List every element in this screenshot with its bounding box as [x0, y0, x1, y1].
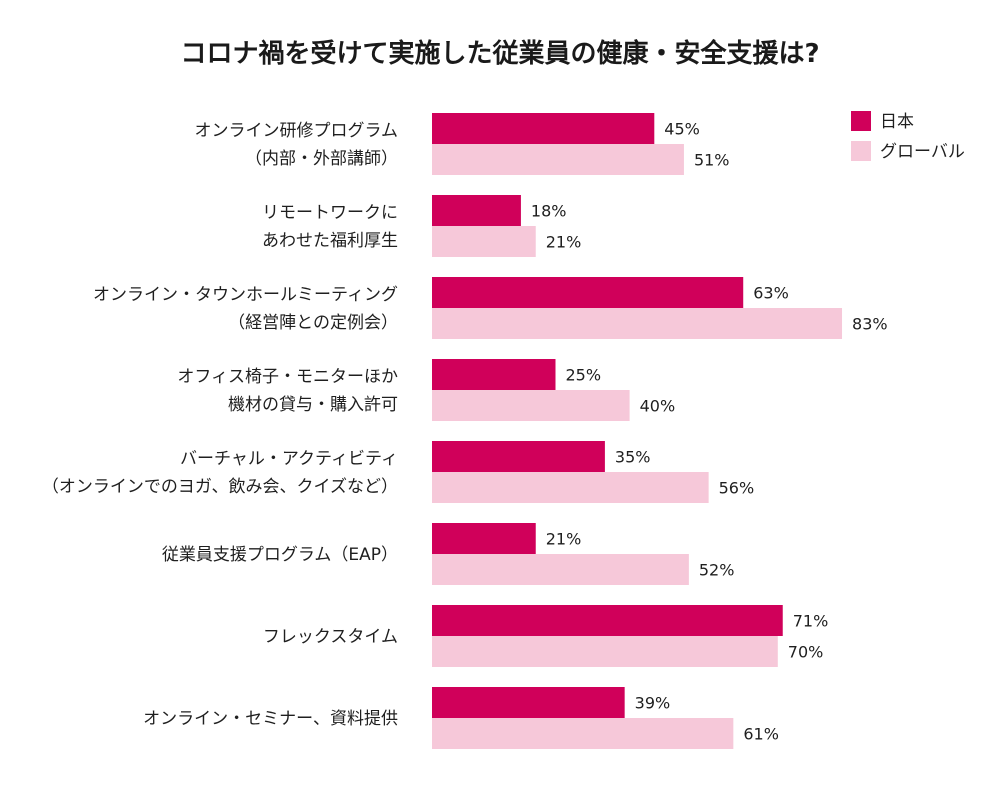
value-label: 18% [531, 202, 567, 221]
category-label: オフィス椅子・モニターほか機材の貸与・購入許可 [177, 367, 398, 415]
bar-global [432, 554, 689, 585]
value-label: 35% [615, 448, 651, 467]
category-label-line: （オンラインでのヨガ、飲み会、クイズなど） [42, 477, 398, 497]
bar-japan [432, 441, 605, 472]
bar-japan [432, 605, 783, 636]
value-labels: 45% 51% 18% 21% 63% 83% 25% 40% 35% 56% 21% 52% 71% 7… [531, 120, 888, 744]
value-label: 71% [793, 612, 829, 631]
category-label: オンライン・セミナー、資料提供 [143, 709, 398, 729]
value-label: 40% [640, 397, 676, 416]
category-label-line: （内部・外部講師） [245, 149, 398, 169]
bar-global [432, 390, 630, 421]
bar-global [432, 144, 684, 175]
value-label: 56% [719, 479, 755, 498]
legend-swatch [851, 111, 871, 131]
category-label-line: リモートワークに [262, 203, 398, 223]
chart-title: コロナ禍を受けて実施した従業員の健康・安全支援は? [180, 38, 819, 69]
bar-global [432, 226, 536, 257]
bar-japan [432, 195, 521, 226]
value-label: 63% [753, 284, 789, 303]
category-label-line: 機材の貸与・購入許可 [228, 395, 398, 415]
category-label: オンライン・タウンホールミーティング （経営陣との定例会） [93, 285, 398, 333]
bar-japan [432, 687, 625, 718]
category-label-line: 従業員支援プログラム（EAP） [162, 545, 398, 565]
category-label-line: オフィス椅子・モニターほか [177, 367, 398, 387]
value-label: 83% [852, 315, 888, 334]
value-label: 61% [743, 725, 779, 744]
category-label-line: フレックスタイム [263, 627, 398, 647]
value-label: 25% [566, 366, 602, 385]
bar-japan [432, 359, 556, 390]
value-label: 21% [546, 530, 582, 549]
category-label-line: （経営陣との定例会） [228, 313, 398, 333]
legend-swatch [851, 141, 871, 161]
category-labels: オンライン研修プログラム（内部・外部講師）リモートワークにあわせた福利厚生オンラ… [42, 121, 398, 729]
bar-global [432, 472, 709, 503]
value-label: 70% [788, 643, 824, 662]
category-label-line: オンライン・タウンホールミーティング [93, 285, 398, 305]
category-label: フレックスタイム [263, 627, 398, 647]
value-label: 45% [664, 120, 700, 139]
bar-global [432, 308, 843, 339]
bars [432, 113, 843, 749]
category-label: バーチャル・アクティビティ （オンラインでのヨガ、飲み会、クイズなど） [42, 449, 398, 497]
category-label: オンライン研修プログラム （内部・外部講師） [195, 121, 399, 169]
value-label: 52% [699, 561, 735, 580]
value-label: 21% [546, 233, 582, 252]
legend-label: 日本 [880, 112, 914, 132]
legend-label: グローバル [880, 142, 965, 162]
category-label: 従業員支援プログラム（EAP） [162, 545, 398, 565]
value-label: 51% [694, 151, 730, 170]
bar-japan [432, 277, 744, 308]
category-label-line: バーチャル・アクティビティ [180, 449, 398, 469]
bar-global [432, 636, 778, 667]
category-label-line: オンライン・セミナー、資料提供 [143, 709, 398, 729]
bar-japan [432, 523, 536, 554]
category-label: リモートワークにあわせた福利厚生 [262, 203, 398, 251]
category-label-line: オンライン研修プログラム [195, 121, 399, 141]
bar-japan [432, 113, 655, 144]
bar-global [432, 718, 734, 749]
category-label-line: あわせた福利厚生 [262, 231, 398, 251]
value-label: 39% [635, 694, 671, 713]
